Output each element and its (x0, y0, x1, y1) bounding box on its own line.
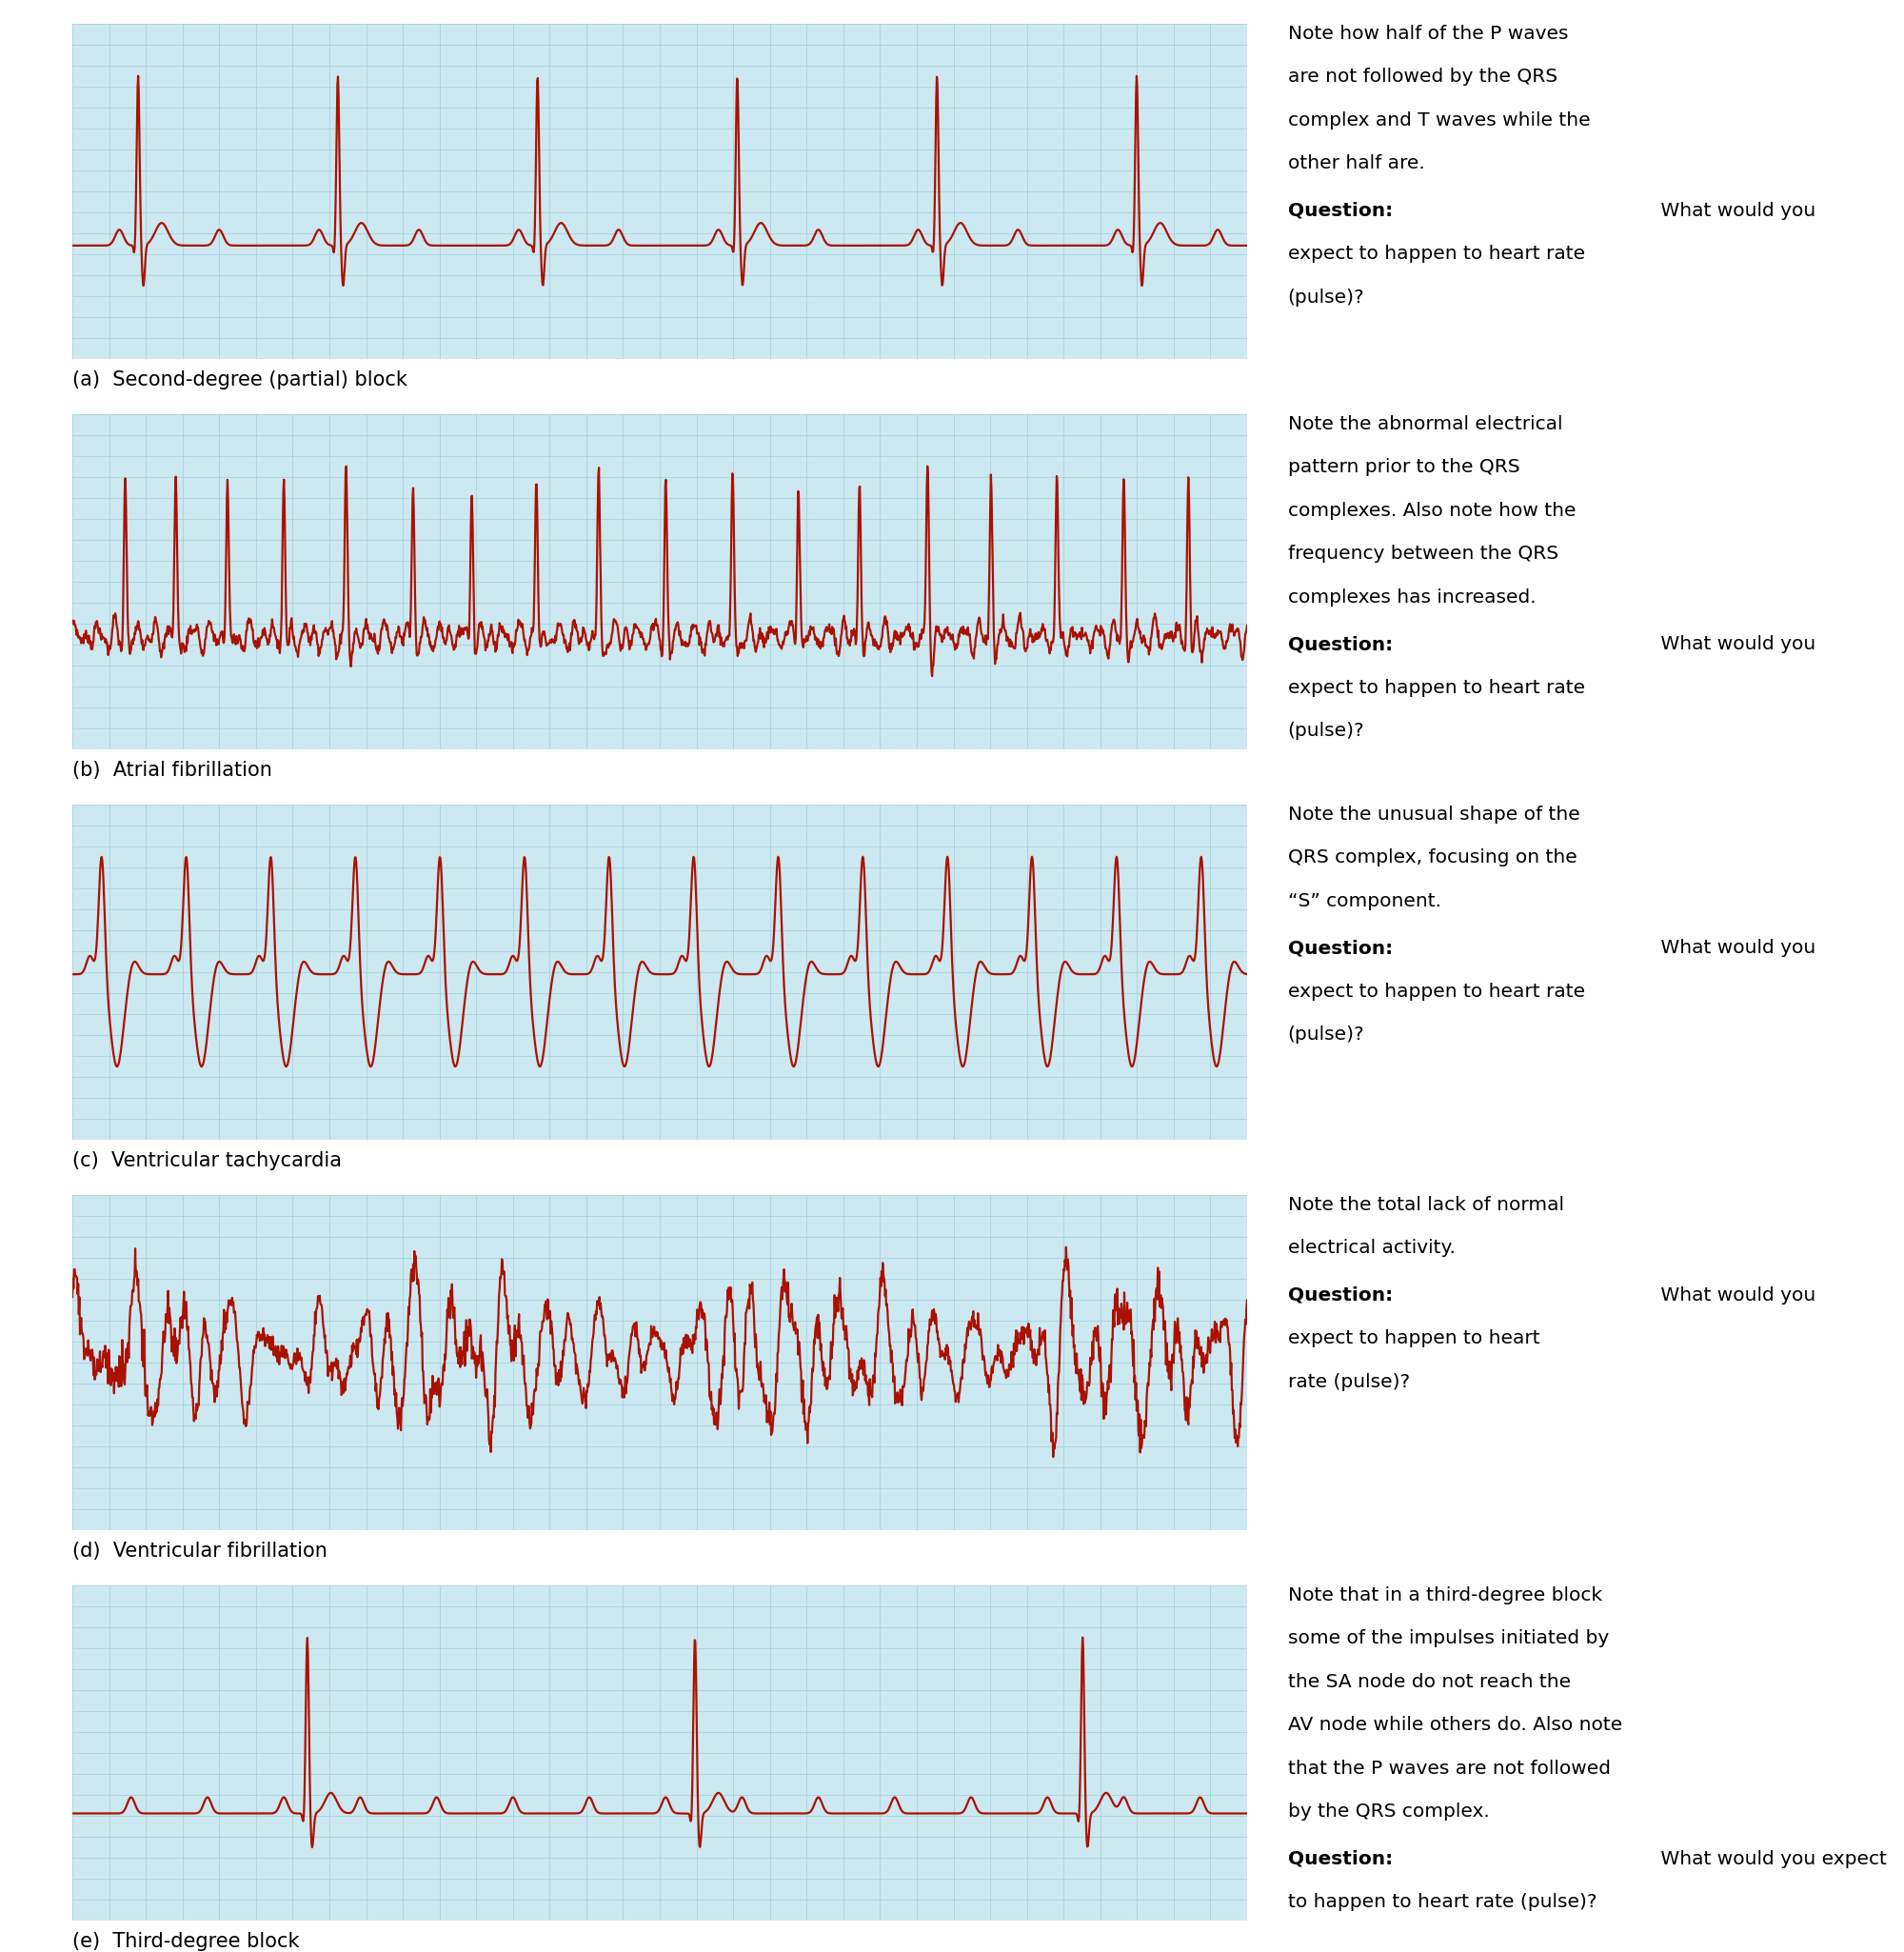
Text: the SA node do not reach the: the SA node do not reach the (1287, 1673, 1571, 1690)
Text: Question:: Question: (1287, 201, 1392, 221)
Text: Question:: Question: (1287, 1850, 1392, 1868)
Text: “S” component.: “S” component. (1287, 892, 1441, 910)
Text: other half are.: other half are. (1287, 154, 1424, 172)
Text: Note that in a third-degree block: Note that in a third-degree block (1287, 1587, 1601, 1605)
Text: expect to happen to heart: expect to happen to heart (1287, 1329, 1540, 1347)
Text: (pulse)?: (pulse)? (1287, 1025, 1365, 1044)
Text: AV node while others do. Also note: AV node while others do. Also note (1287, 1716, 1622, 1733)
Text: (a)  Second-degree (partial) block: (a) Second-degree (partial) block (72, 371, 407, 388)
Text: Note the unusual shape of the: Note the unusual shape of the (1287, 806, 1580, 824)
Text: complex and T waves while the: complex and T waves while the (1287, 111, 1590, 129)
Text: (pulse)?: (pulse)? (1287, 289, 1365, 306)
Text: are not followed by the QRS: are not followed by the QRS (1287, 68, 1557, 86)
Text: Note the total lack of normal: Note the total lack of normal (1287, 1197, 1563, 1214)
Text: (pulse)?: (pulse)? (1287, 722, 1365, 740)
Text: to happen to heart rate (pulse)?: to happen to heart rate (pulse)? (1287, 1893, 1597, 1911)
Text: (b)  Atrial fibrillation: (b) Atrial fibrillation (72, 761, 272, 779)
Text: Note the abnormal electrical: Note the abnormal electrical (1287, 416, 1563, 433)
Text: What would you: What would you (1655, 939, 1816, 956)
Text: Question:: Question: (1287, 634, 1392, 654)
Text: electrical activity.: electrical activity. (1287, 1240, 1455, 1257)
Text: Question:: Question: (1287, 939, 1392, 956)
Text: some of the impulses initiated by: some of the impulses initiated by (1287, 1630, 1609, 1647)
Text: (c)  Ventricular tachycardia: (c) Ventricular tachycardia (72, 1152, 343, 1169)
Text: that the P waves are not followed: that the P waves are not followed (1287, 1759, 1611, 1778)
Text: rate (pulse)?: rate (pulse)? (1287, 1372, 1409, 1392)
Text: What would you: What would you (1655, 634, 1816, 654)
Text: What would you: What would you (1655, 201, 1816, 221)
Text: by the QRS complex.: by the QRS complex. (1287, 1804, 1489, 1821)
Text: frequency between the QRS: frequency between the QRS (1287, 545, 1557, 562)
Text: complexes. Also note how the: complexes. Also note how the (1287, 502, 1577, 519)
Text: What would you expect: What would you expect (1655, 1850, 1887, 1868)
Text: What would you: What would you (1655, 1286, 1816, 1304)
Text: complexes has increased.: complexes has increased. (1287, 588, 1537, 607)
Text: QRS complex, focusing on the: QRS complex, focusing on the (1287, 849, 1577, 867)
Text: pattern prior to the QRS: pattern prior to the QRS (1287, 459, 1519, 476)
Text: Question:: Question: (1287, 1286, 1392, 1304)
Text: Note how half of the P waves: Note how half of the P waves (1287, 25, 1569, 43)
Text: expect to happen to heart rate: expect to happen to heart rate (1287, 244, 1584, 264)
Text: expect to happen to heart rate: expect to happen to heart rate (1287, 982, 1584, 1001)
Text: (d)  Ventricular fibrillation: (d) Ventricular fibrillation (72, 1542, 327, 1560)
Text: (e)  Third-degree block: (e) Third-degree block (72, 1932, 299, 1950)
Text: expect to happen to heart rate: expect to happen to heart rate (1287, 679, 1584, 697)
